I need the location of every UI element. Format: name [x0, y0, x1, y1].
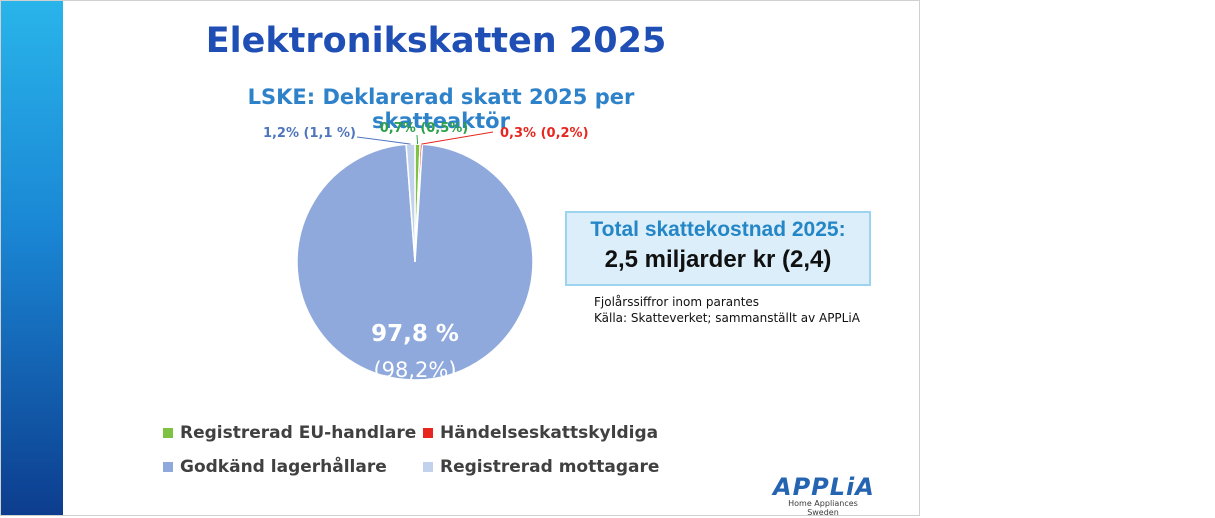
total-cost-value: 2,5 miljarder kr (2,4) [604, 246, 832, 273]
legend-swatch-lagerhallare [163, 462, 173, 472]
data-label-lagerhallare: 97,8 % [371, 321, 459, 347]
legend-item-eu-handlare: Registrerad EU-handlare [163, 423, 416, 443]
leader-line-handelseskattskyldiga [421, 131, 494, 145]
pie-chart: 0,7% (0,5%) 0,3% (0,2%) 1,2% (1,1 %) 97,8 %… [263, 121, 589, 382]
legend-swatch-handelseskattskyldiga [423, 428, 433, 438]
leader-line-mottagare [356, 136, 411, 145]
slide-title: Elektronikskatten 2025 [205, 21, 667, 61]
legend-item-lagerhallare: Godkänd lagerhållare [163, 457, 387, 477]
note-source: Källa: Skatteverket; sammanställt av APP… [594, 311, 860, 325]
slide: Elektronikskatten 2025 LSKE: Deklarerad … [0, 0, 920, 517]
note-previous-year: Fjolårssiffror inom parantes [594, 295, 760, 309]
legend-label-handelseskattskyldiga: Händelseskattskyldiga [440, 423, 659, 443]
data-label-mottagare: 1,2% (1,1 %) [263, 126, 356, 141]
total-cost-box: Total skattekostnad 2025: 2,5 miljarder … [565, 211, 871, 286]
legend-swatch-mottagare [423, 462, 433, 472]
legend-label-mottagare: Registrerad mottagare [440, 457, 660, 477]
legend-item-mottagare: Registrerad mottagare [423, 457, 659, 477]
logo-subtext: Home Appliances Sweden [788, 499, 858, 517]
pie-slice-lagerhallare [296, 143, 534, 381]
sidebar-gradient-bar [1, 1, 63, 515]
legend-label-lagerhallare: Godkänd lagerhållare [180, 457, 387, 477]
logo-text: APPLiA [773, 473, 875, 501]
applia-logo: APPLiA Home Appliances Sweden [773, 473, 875, 517]
legend-label-eu-handlare: Registrerad EU-handlare [180, 423, 417, 443]
notes: Fjolårssiffror inom parantes Källa: Skat… [594, 294, 860, 326]
total-cost-label: Total skattekostnad 2025: [590, 218, 846, 241]
leader-line-eu-handlare [416, 134, 419, 145]
data-sublabel-lagerhallare: (98,2%) [373, 358, 456, 382]
chart-title: LSKE: Deklarerad skatt 2025 per skatteak… [247, 85, 635, 133]
legend-item-handelseskattskyldiga: Händelseskattskyldiga [423, 423, 658, 443]
data-label-handelseskattskyldiga: 0,3% (0,2%) [500, 126, 589, 141]
data-label-eu-handlare: 0,7% (0,5%) [380, 121, 469, 136]
legend-swatch-eu-handlare [163, 428, 173, 438]
